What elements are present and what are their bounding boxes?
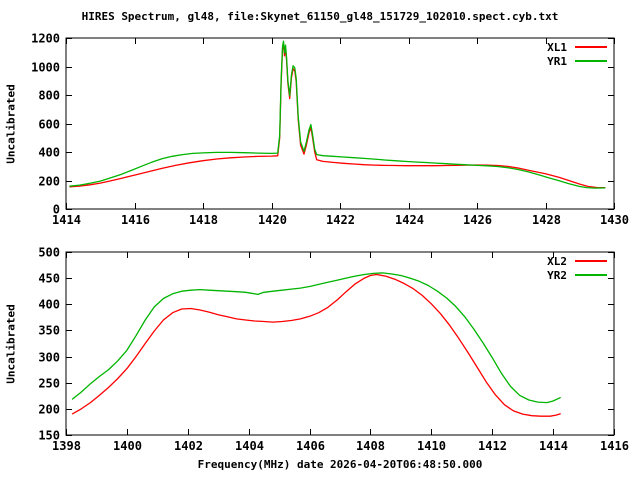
svg-text:1404: 1404 xyxy=(235,439,264,453)
svg-text:800: 800 xyxy=(38,89,60,103)
legend-label-xl2: XL2 xyxy=(547,254,567,268)
svg-text:150: 150 xyxy=(38,429,60,443)
svg-text:400: 400 xyxy=(38,146,60,160)
svg-text:1398: 1398 xyxy=(52,439,81,453)
svg-text:1418: 1418 xyxy=(189,213,218,227)
top-plot-legend: XL1 YR1 xyxy=(527,40,607,68)
x-axis-label: Frequency(MHz) date 2026-04-20T06:48:50.… xyxy=(197,458,483,471)
svg-text:350: 350 xyxy=(38,324,60,338)
svg-text:1414: 1414 xyxy=(52,213,81,227)
svg-text:1402: 1402 xyxy=(174,439,203,453)
svg-text:1428: 1428 xyxy=(532,213,561,227)
svg-text:200: 200 xyxy=(38,403,60,417)
legend-line-yr2 xyxy=(575,274,607,276)
svg-text:1406: 1406 xyxy=(296,439,325,453)
svg-text:300: 300 xyxy=(38,351,60,365)
bottom-plot-ylabel: Uncalibrated xyxy=(4,304,18,384)
legend-label-yr1: YR1 xyxy=(547,54,567,68)
chart-title: HIRES Spectrum, gl48, file:Skynet_61150_… xyxy=(81,10,559,23)
legend-entry-xl1: XL1 xyxy=(527,40,607,54)
legend-entry-xl2: XL2 xyxy=(527,254,607,268)
legend-entry-yr2: YR2 xyxy=(527,268,607,282)
svg-text:450: 450 xyxy=(38,272,60,286)
svg-text:1200: 1200 xyxy=(31,32,60,46)
svg-text:1416: 1416 xyxy=(600,439,629,453)
legend-line-xl1 xyxy=(575,46,607,48)
svg-text:1424: 1424 xyxy=(395,213,424,227)
svg-text:400: 400 xyxy=(38,298,60,312)
legend-line-yr1 xyxy=(575,60,607,62)
svg-text:1430: 1430 xyxy=(600,213,629,227)
svg-text:1410: 1410 xyxy=(417,439,446,453)
svg-text:600: 600 xyxy=(38,118,60,132)
legend-label-yr2: YR2 xyxy=(547,268,567,282)
svg-text:0: 0 xyxy=(53,203,60,217)
bottom-plot-legend: XL2 YR2 xyxy=(527,254,607,282)
svg-text:200: 200 xyxy=(38,175,60,189)
svg-text:250: 250 xyxy=(38,377,60,391)
svg-text:1422: 1422 xyxy=(326,213,355,227)
legend-entry-yr1: YR1 xyxy=(527,54,607,68)
svg-text:1420: 1420 xyxy=(258,213,287,227)
svg-text:1416: 1416 xyxy=(121,213,150,227)
svg-text:1408: 1408 xyxy=(356,439,385,453)
svg-text:1000: 1000 xyxy=(31,61,60,75)
svg-text:1412: 1412 xyxy=(478,439,507,453)
legend-label-xl1: XL1 xyxy=(547,40,567,54)
top-plot-ylabel: Uncalibrated xyxy=(4,84,18,164)
svg-text:1414: 1414 xyxy=(539,439,568,453)
svg-text:500: 500 xyxy=(38,246,60,260)
svg-text:1400: 1400 xyxy=(113,439,142,453)
svg-text:1426: 1426 xyxy=(463,213,492,227)
legend-line-xl2 xyxy=(575,260,607,262)
